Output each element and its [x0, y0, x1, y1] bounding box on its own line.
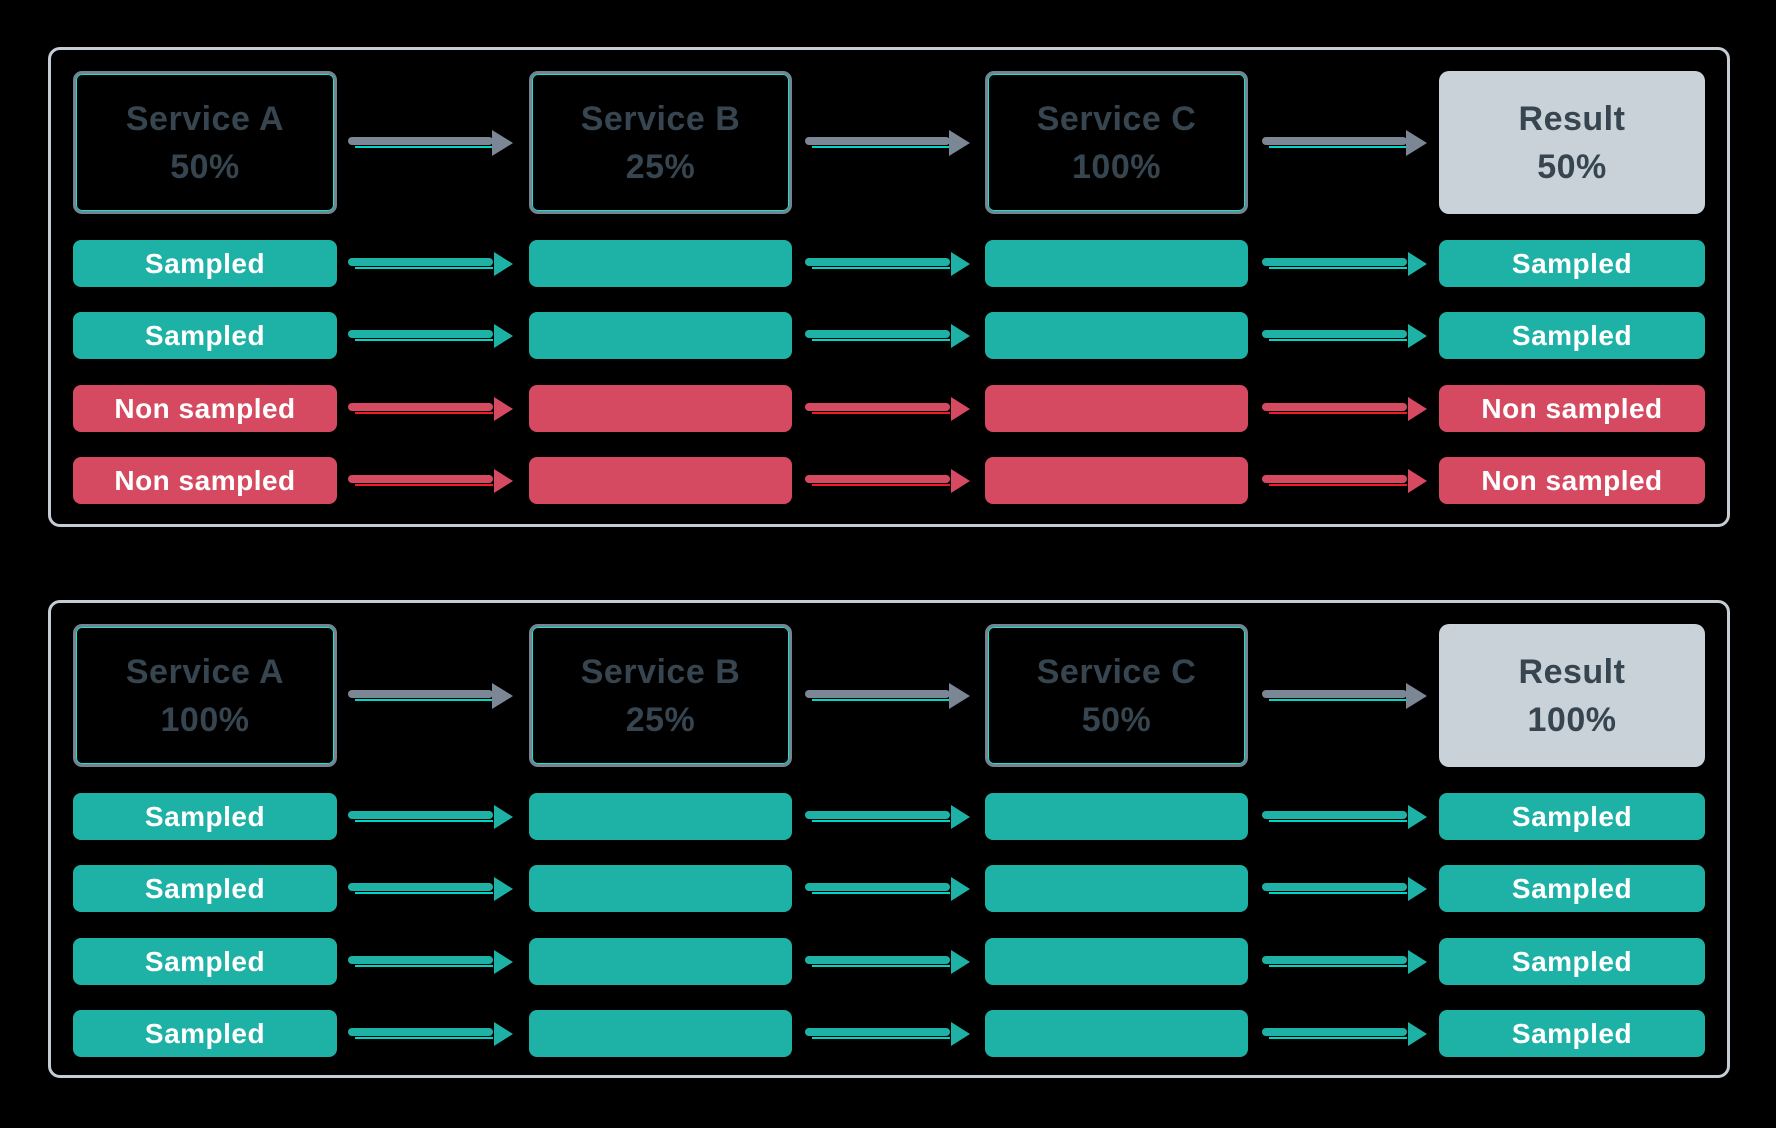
sampled-pill: Sampled — [73, 793, 337, 840]
sample-rate: 25% — [625, 147, 696, 186]
trace-bar — [529, 938, 792, 985]
sample-rate: 100% — [1072, 147, 1161, 186]
trace-arrow — [805, 865, 970, 912]
trace-arrow — [1262, 793, 1427, 840]
trace-arrow — [348, 240, 513, 287]
trace-arrow — [348, 793, 513, 840]
sampled-pill: Sampled — [73, 938, 337, 985]
flow-arrow — [348, 624, 513, 767]
trace-bar — [529, 385, 792, 432]
trace-arrow — [1262, 938, 1427, 985]
trace-bar — [529, 793, 792, 840]
sample-rate: 25% — [625, 700, 696, 739]
trace-arrow — [1262, 240, 1427, 287]
trace-arrow — [348, 938, 513, 985]
trace-arrow — [1262, 865, 1427, 912]
service-name: Service A — [125, 652, 285, 691]
service-a-box: Service A 50% — [73, 71, 337, 214]
sample-rate: 50% — [170, 147, 240, 186]
service-c-box: Service C 100% — [985, 71, 1248, 214]
trace-bar — [529, 457, 792, 504]
flow-arrow — [805, 71, 970, 214]
flow-arrow — [348, 71, 513, 214]
trace-bar — [529, 1010, 792, 1057]
sampled-pill: Sampled — [73, 240, 337, 287]
trace-arrow — [348, 1010, 513, 1057]
flow-arrow — [1262, 624, 1427, 767]
trace-bar — [985, 457, 1248, 504]
trace-bar — [985, 938, 1248, 985]
sampled-pill: Sampled — [1439, 312, 1705, 359]
sampled-pill: Sampled — [1439, 793, 1705, 840]
flow-arrow — [1262, 71, 1427, 214]
trace-arrow — [805, 312, 970, 359]
scenario-panel-1: Service A 50% Service B 25% Service C 10… — [48, 47, 1730, 527]
sampled-pill: Sampled — [73, 312, 337, 359]
trace-bar — [529, 240, 792, 287]
service-name: Service C — [1036, 99, 1197, 138]
trace-arrow — [348, 385, 513, 432]
non-sampled-pill: Non sampled — [73, 385, 337, 432]
trace-bar — [985, 240, 1248, 287]
sampled-pill: Sampled — [1439, 240, 1705, 287]
result-label: Result — [1518, 99, 1626, 138]
result-rate: 50% — [1537, 147, 1607, 186]
trace-arrow — [1262, 457, 1427, 504]
trace-bar — [985, 1010, 1248, 1057]
trace-bar — [985, 312, 1248, 359]
trace-arrow — [805, 385, 970, 432]
service-b-box: Service B 25% — [529, 624, 792, 767]
non-sampled-pill: Non sampled — [73, 457, 337, 504]
trace-arrow — [348, 312, 513, 359]
trace-arrow — [348, 865, 513, 912]
trace-bar — [985, 385, 1248, 432]
non-sampled-pill: Non sampled — [1439, 385, 1705, 432]
flow-arrow — [805, 624, 970, 767]
trace-arrow — [805, 240, 970, 287]
service-a-box: Service A 100% — [73, 624, 337, 767]
sampled-pill: Sampled — [1439, 938, 1705, 985]
trace-bar — [985, 865, 1248, 912]
trace-arrow — [805, 938, 970, 985]
service-name: Service B — [580, 652, 741, 691]
trace-arrow — [805, 457, 970, 504]
trace-arrow — [1262, 385, 1427, 432]
trace-bar — [529, 312, 792, 359]
service-name: Service B — [580, 99, 741, 138]
trace-arrow — [1262, 1010, 1427, 1057]
result-box: Result 50% — [1439, 71, 1705, 214]
service-name: Service A — [125, 99, 285, 138]
trace-arrow — [805, 1010, 970, 1057]
trace-arrow — [1262, 312, 1427, 359]
sampled-pill: Sampled — [73, 865, 337, 912]
trace-bar — [529, 865, 792, 912]
result-label: Result — [1518, 652, 1626, 691]
sampled-pill: Sampled — [1439, 865, 1705, 912]
service-b-box: Service B 25% — [529, 71, 792, 214]
trace-arrow — [805, 793, 970, 840]
service-c-box: Service C 50% — [985, 624, 1248, 767]
sample-rate: 100% — [160, 700, 250, 739]
sampled-pill: Sampled — [1439, 1010, 1705, 1057]
scenario-panel-2: Service A 100% Service B 25% Service C 5… — [48, 600, 1730, 1078]
trace-arrow — [348, 457, 513, 504]
sample-rate: 50% — [1081, 700, 1152, 739]
service-name: Service C — [1036, 652, 1197, 691]
result-rate: 100% — [1527, 700, 1617, 739]
sampled-pill: Sampled — [73, 1010, 337, 1057]
result-box: Result 100% — [1439, 624, 1705, 767]
non-sampled-pill: Non sampled — [1439, 457, 1705, 504]
trace-bar — [985, 793, 1248, 840]
